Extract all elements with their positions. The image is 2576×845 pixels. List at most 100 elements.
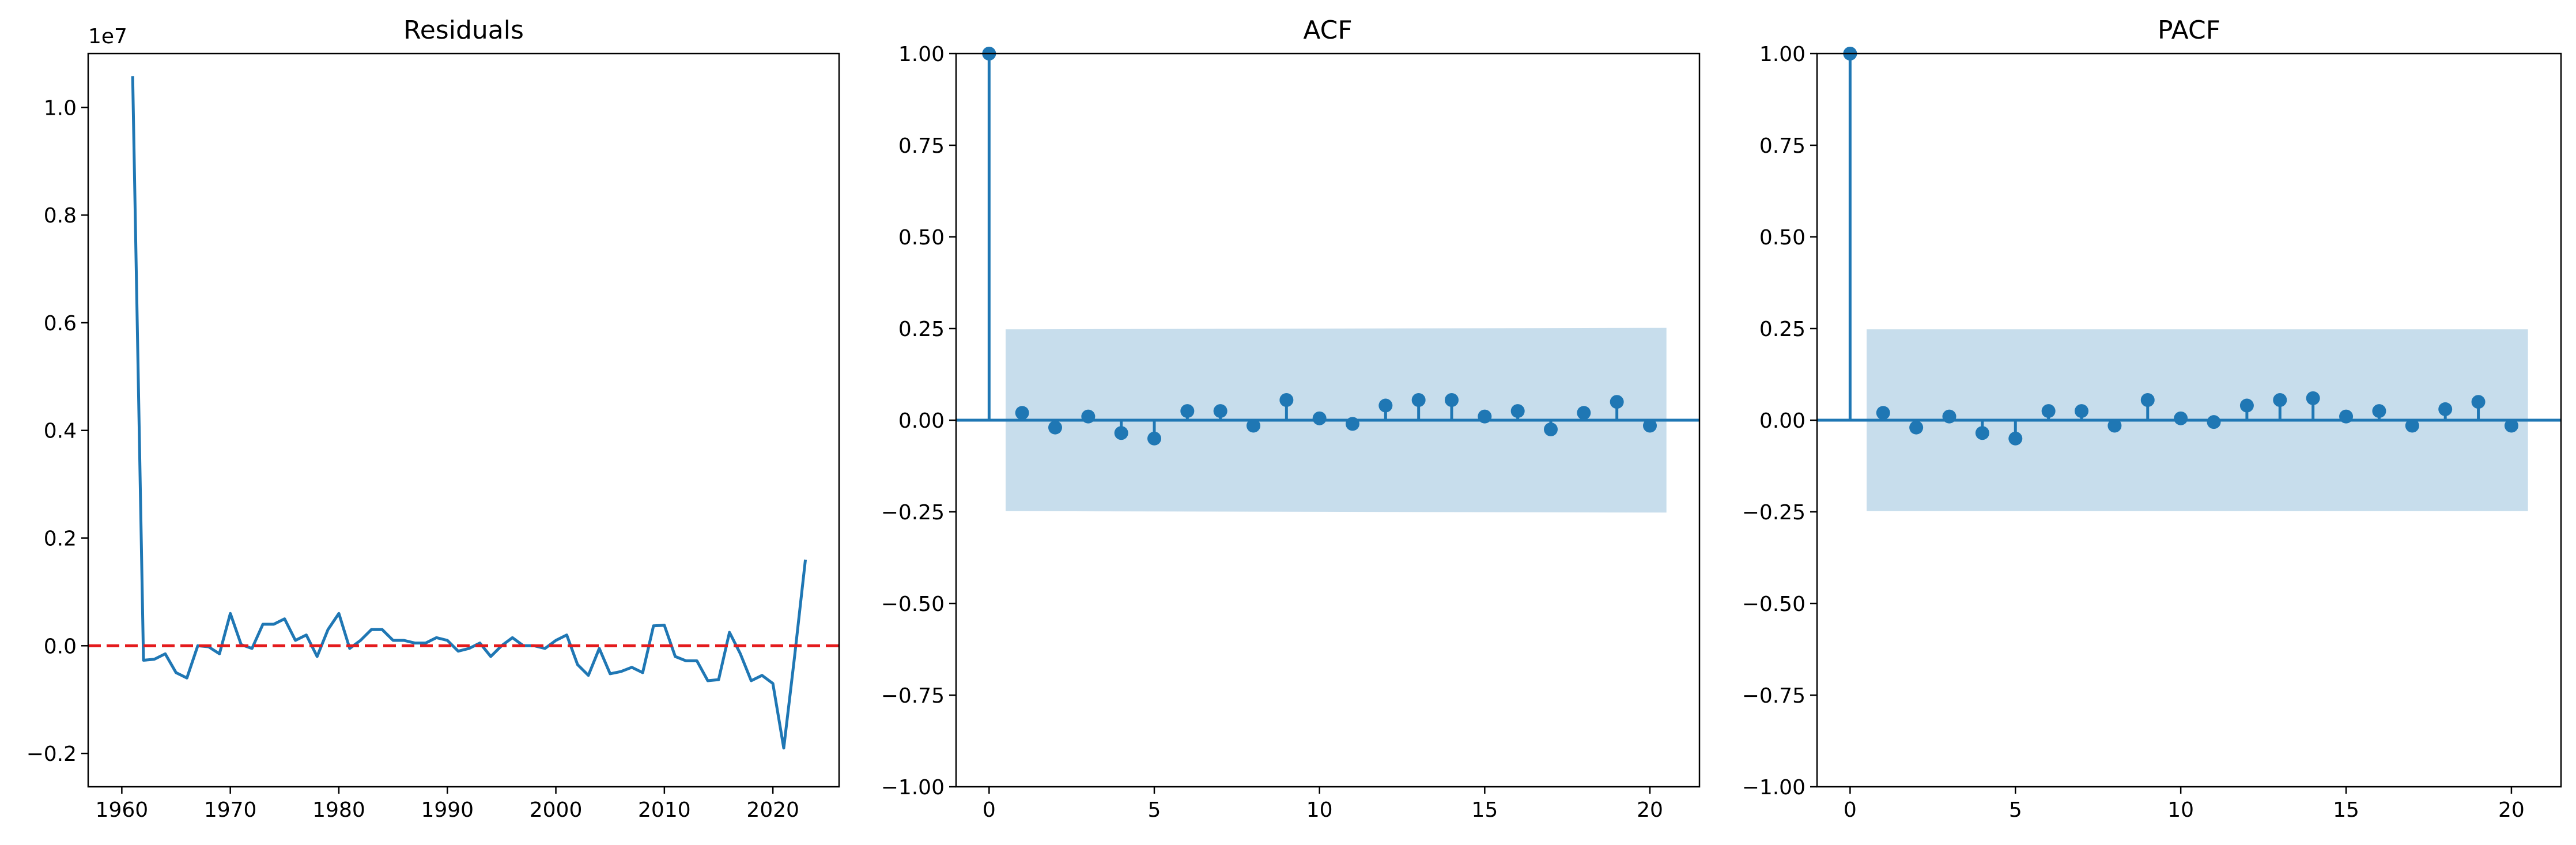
residuals-axes-frame — [87, 52, 840, 788]
pacf-y-tick-label: 0.75 — [1759, 134, 1806, 158]
acf-y-tick-label: −0.25 — [881, 501, 945, 525]
pacf-marker — [2372, 404, 2386, 418]
pacf-plot-area — [1817, 47, 2561, 446]
acf-y-tick-label: 0.75 — [898, 134, 945, 158]
pacf-marker — [1876, 406, 1890, 420]
pacf-y-axis: −1.00 −0.75 −0.50 −0.25 0.00 0.25 0.50 0.75 1.00 — [1742, 43, 1817, 799]
pacf-marker — [2438, 402, 2453, 416]
pacf-marker — [2041, 404, 2056, 418]
acf-x-tick-label: 20 — [1637, 798, 1663, 822]
residuals-plot-area — [88, 76, 839, 750]
acf-marker — [1312, 411, 1327, 425]
residuals-y-tick-label: 0.6 — [44, 312, 77, 335]
pacf-x-tick-label: 20 — [2498, 798, 2525, 822]
residuals-x-tick-label: 2000 — [530, 798, 583, 822]
acf-marker — [1346, 417, 1359, 431]
pacf-marker — [1975, 426, 1989, 440]
pacf-x-tick-label: 5 — [2009, 798, 2022, 822]
residuals-title: Residuals — [403, 16, 524, 45]
acf-marker — [1544, 422, 1558, 436]
pacf-y-tick-label: 0.00 — [1759, 409, 1806, 433]
pacf-marker — [2405, 418, 2419, 433]
pacf-marker — [1942, 409, 1956, 424]
acf-x-tick-label: 15 — [1471, 798, 1498, 822]
acf-title: ACF — [1303, 16, 1352, 45]
acf-marker — [1643, 418, 1657, 433]
acf-marker — [1081, 409, 1096, 424]
pacf-x-tick-label: 15 — [2333, 798, 2359, 822]
pacf-title: PACF — [2158, 16, 2220, 45]
acf-marker — [1180, 404, 1195, 418]
acf-marker — [1411, 393, 1426, 408]
pacf-x-axis: 0 5 10 15 20 — [1844, 787, 2525, 822]
residuals-x-tick-label: 1970 — [204, 798, 257, 822]
residuals-x-axis: 1960 1970 1980 1990 2000 2010 2020 — [96, 787, 799, 822]
pacf-marker — [2008, 431, 2023, 446]
acf-y-tick-label: −1.00 — [881, 776, 945, 799]
acf-marker — [1610, 395, 1624, 409]
acf-marker — [1279, 393, 1294, 408]
pacf-marker — [2140, 393, 2155, 408]
residuals-panel: Residuals 1e7 1960 1970 1980 1990 2000 2010 20… — [27, 16, 840, 822]
residuals-y-tick-label: 0.0 — [44, 635, 77, 658]
acf-y-tick-label: −0.75 — [881, 684, 945, 708]
residuals-y-tick-label: 0.8 — [44, 204, 77, 228]
acf-axes-frame — [955, 52, 1701, 788]
residuals-y-offset-label: 1e7 — [88, 25, 127, 48]
pacf-y-tick-label: 1.00 — [1759, 43, 1806, 66]
acf-y-tick-label: −0.50 — [881, 593, 945, 616]
pacf-y-tick-label: −0.50 — [1742, 593, 1806, 616]
pacf-axes-frame — [1816, 52, 2562, 788]
acf-marker — [1445, 393, 1459, 408]
residuals-y-tick-label: −0.2 — [27, 742, 77, 766]
pacf-marker — [2504, 418, 2518, 433]
acf-marker — [1015, 406, 1029, 420]
pacf-marker — [1909, 420, 1924, 435]
acf-marker — [1114, 426, 1128, 440]
residuals-x-tick-label: 1990 — [421, 798, 474, 822]
pacf-panel: PACF 0 5 10 15 20 −1.00 −0.75 −0.50 −0.25 0.00 0.… — [1742, 16, 2562, 822]
acf-y-axis: −1.00 −0.75 −0.50 −0.25 0.00 0.25 0.50 0.75 1.00 — [881, 43, 956, 799]
pacf-marker — [2174, 411, 2188, 425]
acf-y-tick-label: 0.00 — [898, 409, 945, 433]
acf-x-tick-label: 10 — [1306, 798, 1333, 822]
acf-y-tick-label: 1.00 — [898, 43, 945, 66]
pacf-y-tick-label: 0.50 — [1759, 226, 1806, 250]
acf-x-tick-label: 5 — [1148, 798, 1161, 822]
acf-x-axis: 0 5 10 15 20 — [983, 787, 1663, 822]
pacf-x-tick-label: 0 — [1844, 798, 1857, 822]
pacf-marker — [2207, 415, 2221, 429]
pacf-marker — [2107, 418, 2122, 433]
residuals-x-tick-label: 2010 — [638, 798, 691, 822]
pacf-marker — [2306, 391, 2320, 405]
pacf-marker — [2471, 395, 2486, 409]
residuals-y-tick-label: 0.4 — [44, 420, 77, 443]
acf-y-tick-label: 0.25 — [898, 318, 945, 341]
acf-y-tick-label: 0.50 — [898, 226, 945, 250]
pacf-x-tick-label: 10 — [2167, 798, 2194, 822]
acf-x-tick-label: 0 — [983, 798, 996, 822]
pacf-marker — [2273, 393, 2287, 408]
residuals-y-tick-label: 1.0 — [44, 96, 77, 120]
acf-marker — [1577, 406, 1591, 420]
acf-marker — [1213, 404, 1227, 418]
residuals-x-tick-label: 2020 — [746, 798, 799, 822]
pacf-marker — [2075, 404, 2089, 418]
acf-marker — [1048, 420, 1062, 435]
residuals-y-axis: −0.2 0.0 0.2 0.4 0.6 0.8 1.0 — [27, 96, 88, 766]
pacf-y-tick-label: −0.75 — [1742, 684, 1806, 708]
pacf-y-tick-label: −0.25 — [1742, 501, 1806, 525]
acf-marker — [1247, 418, 1260, 433]
acf-marker — [1147, 431, 1161, 446]
acf-marker — [1378, 398, 1393, 413]
pacf-y-tick-label: 0.25 — [1759, 318, 1806, 341]
pacf-marker — [2239, 398, 2254, 413]
pacf-y-tick-label: −1.00 — [1742, 776, 1806, 799]
acf-marker — [1510, 404, 1525, 418]
residuals-y-tick-label: 0.2 — [44, 527, 77, 551]
pacf-marker — [2339, 409, 2354, 424]
residuals-x-tick-label: 1960 — [96, 798, 149, 822]
acf-panel: ACF 0 5 10 15 20 −1.00 −0.75 −0.50 −0.25 0.00 0.2… — [881, 16, 1701, 822]
